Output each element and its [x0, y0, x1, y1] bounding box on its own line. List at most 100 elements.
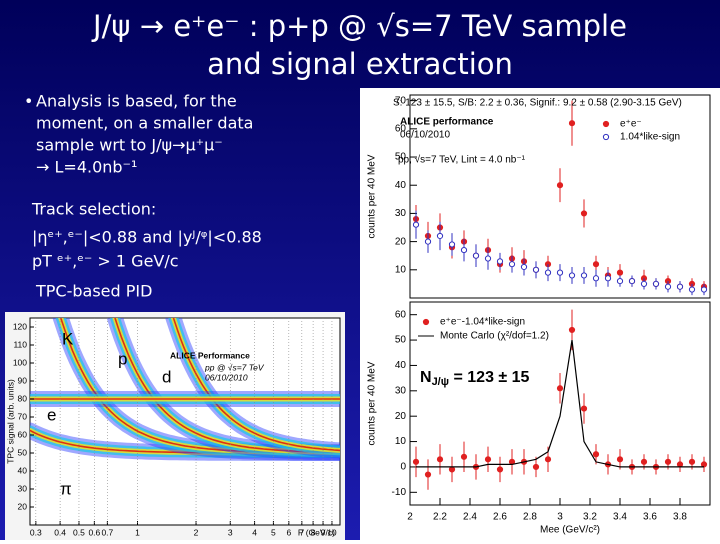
- legend-marker: [602, 133, 610, 141]
- data-point: [616, 456, 624, 463]
- y-tick-label: 20: [395, 236, 407, 247]
- legend-marker: [602, 120, 610, 128]
- x-tick-label: 3.8: [673, 512, 687, 523]
- title: J/ψ → e⁺e⁻ : p+p @ √s=7 TeV sample: [91, 9, 627, 43]
- data-point: [412, 221, 420, 228]
- y-tick-label: 110: [13, 339, 27, 349]
- data-point: [640, 280, 648, 288]
- y-tick-label: 90: [18, 375, 28, 385]
- band: [172, 318, 340, 452]
- x-tick-label: 2.4: [463, 512, 477, 523]
- data-point: [484, 456, 492, 463]
- y-tick-label: 60: [395, 309, 407, 320]
- y-axis-label: counts per 40 MeV: [367, 361, 378, 445]
- x-axis-label: P (GeV/c): [298, 527, 335, 537]
- y-tick-label: 40: [18, 465, 28, 475]
- data-point: [472, 252, 480, 259]
- y-tick-label: 100: [13, 357, 27, 367]
- legend-label: e⁺e⁻-1.04*like-sign: [440, 317, 525, 328]
- data-point: [628, 277, 636, 285]
- species-label: p: [118, 349, 127, 368]
- data-point: [544, 269, 552, 276]
- y-tick-label: 80: [18, 393, 28, 403]
- data-point: [592, 451, 600, 458]
- data-point: [568, 272, 576, 279]
- data-point: [688, 286, 696, 293]
- x-tick-label: 7: [299, 527, 304, 537]
- y-tick-label: 50: [18, 447, 28, 457]
- x-tick-label: 0.3: [30, 527, 42, 537]
- plot-title: ALICE Performance: [170, 350, 250, 360]
- data-point: [700, 461, 708, 468]
- data-point: [676, 461, 684, 468]
- data-point: [664, 283, 672, 290]
- data-point: [556, 269, 564, 276]
- data-point: [412, 458, 420, 465]
- data-point: [424, 238, 432, 245]
- x-tick-label: 0.4: [54, 527, 66, 537]
- data-point: [616, 277, 624, 285]
- data-point: [580, 210, 588, 217]
- selection-text: pT ᵉ⁺,ᵉ⁻ > 1 GeV/c: [32, 252, 179, 271]
- data-point: [544, 456, 552, 463]
- legend-label: e⁺e⁻: [620, 119, 642, 130]
- data-point: [532, 266, 540, 273]
- data-point: [448, 241, 456, 248]
- x-tick-label: 4: [252, 527, 257, 537]
- y-tick-label: 40: [395, 180, 407, 191]
- x-tick-label: 0.6: [88, 527, 100, 537]
- data-point: [640, 458, 648, 465]
- yield-symbol: N: [420, 369, 432, 386]
- mass-panel: [360, 88, 720, 540]
- plot-title: ALICE performance: [400, 117, 494, 128]
- yield-value: = 123 ± 15: [449, 369, 530, 386]
- y-tick-label: 30: [18, 483, 28, 493]
- data-point: [580, 405, 588, 412]
- x-tick-label: 10: [327, 527, 337, 537]
- y-tick-label: 40: [395, 360, 407, 371]
- y-tick-label: 120: [13, 321, 27, 331]
- legend-label: 1.04*like-sign: [620, 132, 680, 143]
- plot-subtitle: pp, √s=7 TeV, Lint = 4.0 nb⁻¹: [398, 154, 526, 166]
- x-axis-label: Mee (GeV/c²): [540, 525, 600, 536]
- data-point: [592, 261, 600, 268]
- bullet-dot: •: [24, 92, 33, 111]
- y-axis-label: TPC signal (arb. units): [5, 379, 15, 464]
- data-point: [568, 120, 576, 127]
- y-tick-label: 20: [18, 501, 28, 511]
- data-point: [424, 471, 432, 478]
- y-tick-label: -10: [392, 487, 407, 498]
- x-tick-label: 3: [557, 512, 563, 523]
- data-point: [508, 261, 516, 268]
- selection-text: |ηᵉ⁺,ᵉ⁻|<0.88 and |yᴶ/ᵠ|<0.88: [32, 228, 262, 247]
- data-point: [664, 458, 672, 465]
- data-point: [676, 283, 684, 290]
- data-point: [448, 466, 456, 473]
- data-point: [604, 275, 612, 282]
- y-tick-label: 60: [395, 123, 407, 134]
- species-label: d: [162, 367, 171, 386]
- data-point: [616, 269, 624, 276]
- data-point: [700, 286, 708, 293]
- x-tick-label: 2.2: [433, 512, 447, 523]
- plot-subtitle: pp @ √s=7 TeV: [204, 362, 265, 372]
- x-tick-label: 2: [194, 527, 199, 537]
- x-tick-label: 2.6: [493, 512, 507, 523]
- data-point: [556, 385, 564, 392]
- bullet-text: moment, on a smaller data: [36, 114, 253, 133]
- data-point: [460, 246, 468, 254]
- y-tick-label: 30: [395, 208, 407, 219]
- species-label: e: [47, 405, 56, 424]
- plot-date: 06/10/2010: [205, 372, 248, 382]
- band: [114, 318, 340, 454]
- x-tick-label: 5: [271, 527, 276, 537]
- title: and signal extraction: [207, 47, 513, 81]
- y-tick-label: 50: [395, 152, 407, 163]
- y-tick-label: 20: [395, 411, 407, 422]
- data-point: [568, 326, 576, 334]
- data-point: [520, 263, 528, 271]
- data-point: [436, 232, 444, 240]
- x-tick-label: 3: [228, 527, 233, 537]
- species-label: K: [62, 329, 74, 348]
- x-tick-label: 3.6: [643, 512, 657, 523]
